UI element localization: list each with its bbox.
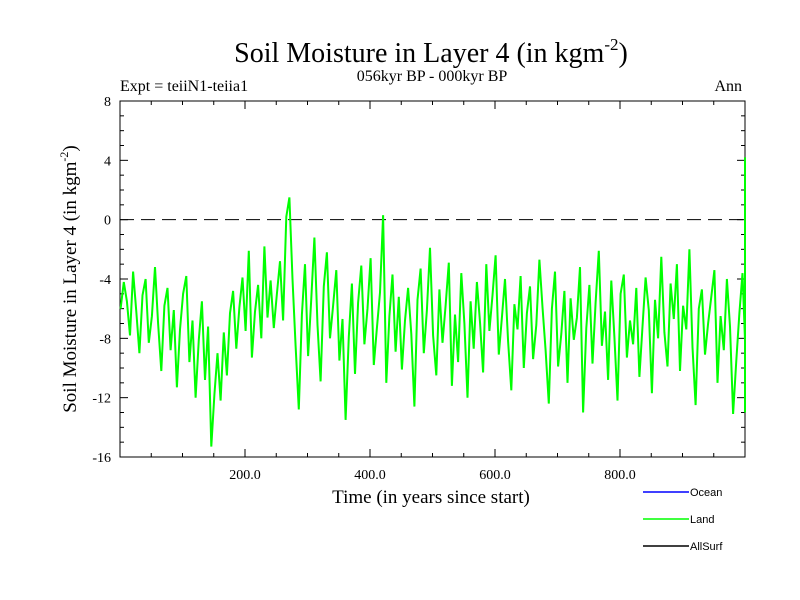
legend: Ocean Land AllSurf [643, 487, 723, 553]
chart-title: Soil Moisture in Layer 4 (in kgm-2) [234, 35, 628, 69]
legend-label-land: Land [690, 514, 714, 526]
x-tick-label: 600.0 [479, 468, 511, 483]
x-axis: 200.0 400.0 600.0 800.0 [150, 101, 715, 483]
time-range-label: 056kyr BP - 000kyr BP [357, 68, 508, 85]
x-axis-label: Time (in years since start) [332, 487, 530, 508]
y-tick-label: 4 [104, 154, 111, 169]
y-tick-label: -4 [99, 273, 111, 288]
x-tick-label: 400.0 [354, 468, 386, 483]
x-tick-label: 800.0 [604, 468, 636, 483]
series-land-line [119, 157, 746, 447]
season-label: Ann [714, 78, 742, 95]
y-tick-label: -16 [92, 451, 111, 466]
y-tick-label: 8 [104, 95, 111, 110]
legend-label-ocean: Ocean [690, 487, 722, 499]
y-tick-label: -8 [99, 332, 111, 347]
y-tick-label: -12 [92, 392, 111, 407]
x-tick-label: 200.0 [229, 468, 261, 483]
y-axis-label: Soil Moisture in Layer 4 (in kgm-2) [57, 145, 81, 413]
legend-label-allsurf: AllSurf [690, 541, 723, 553]
y-tick-label: 0 [104, 214, 111, 229]
experiment-label: Expt = teiiN1-teiia1 [120, 78, 248, 95]
